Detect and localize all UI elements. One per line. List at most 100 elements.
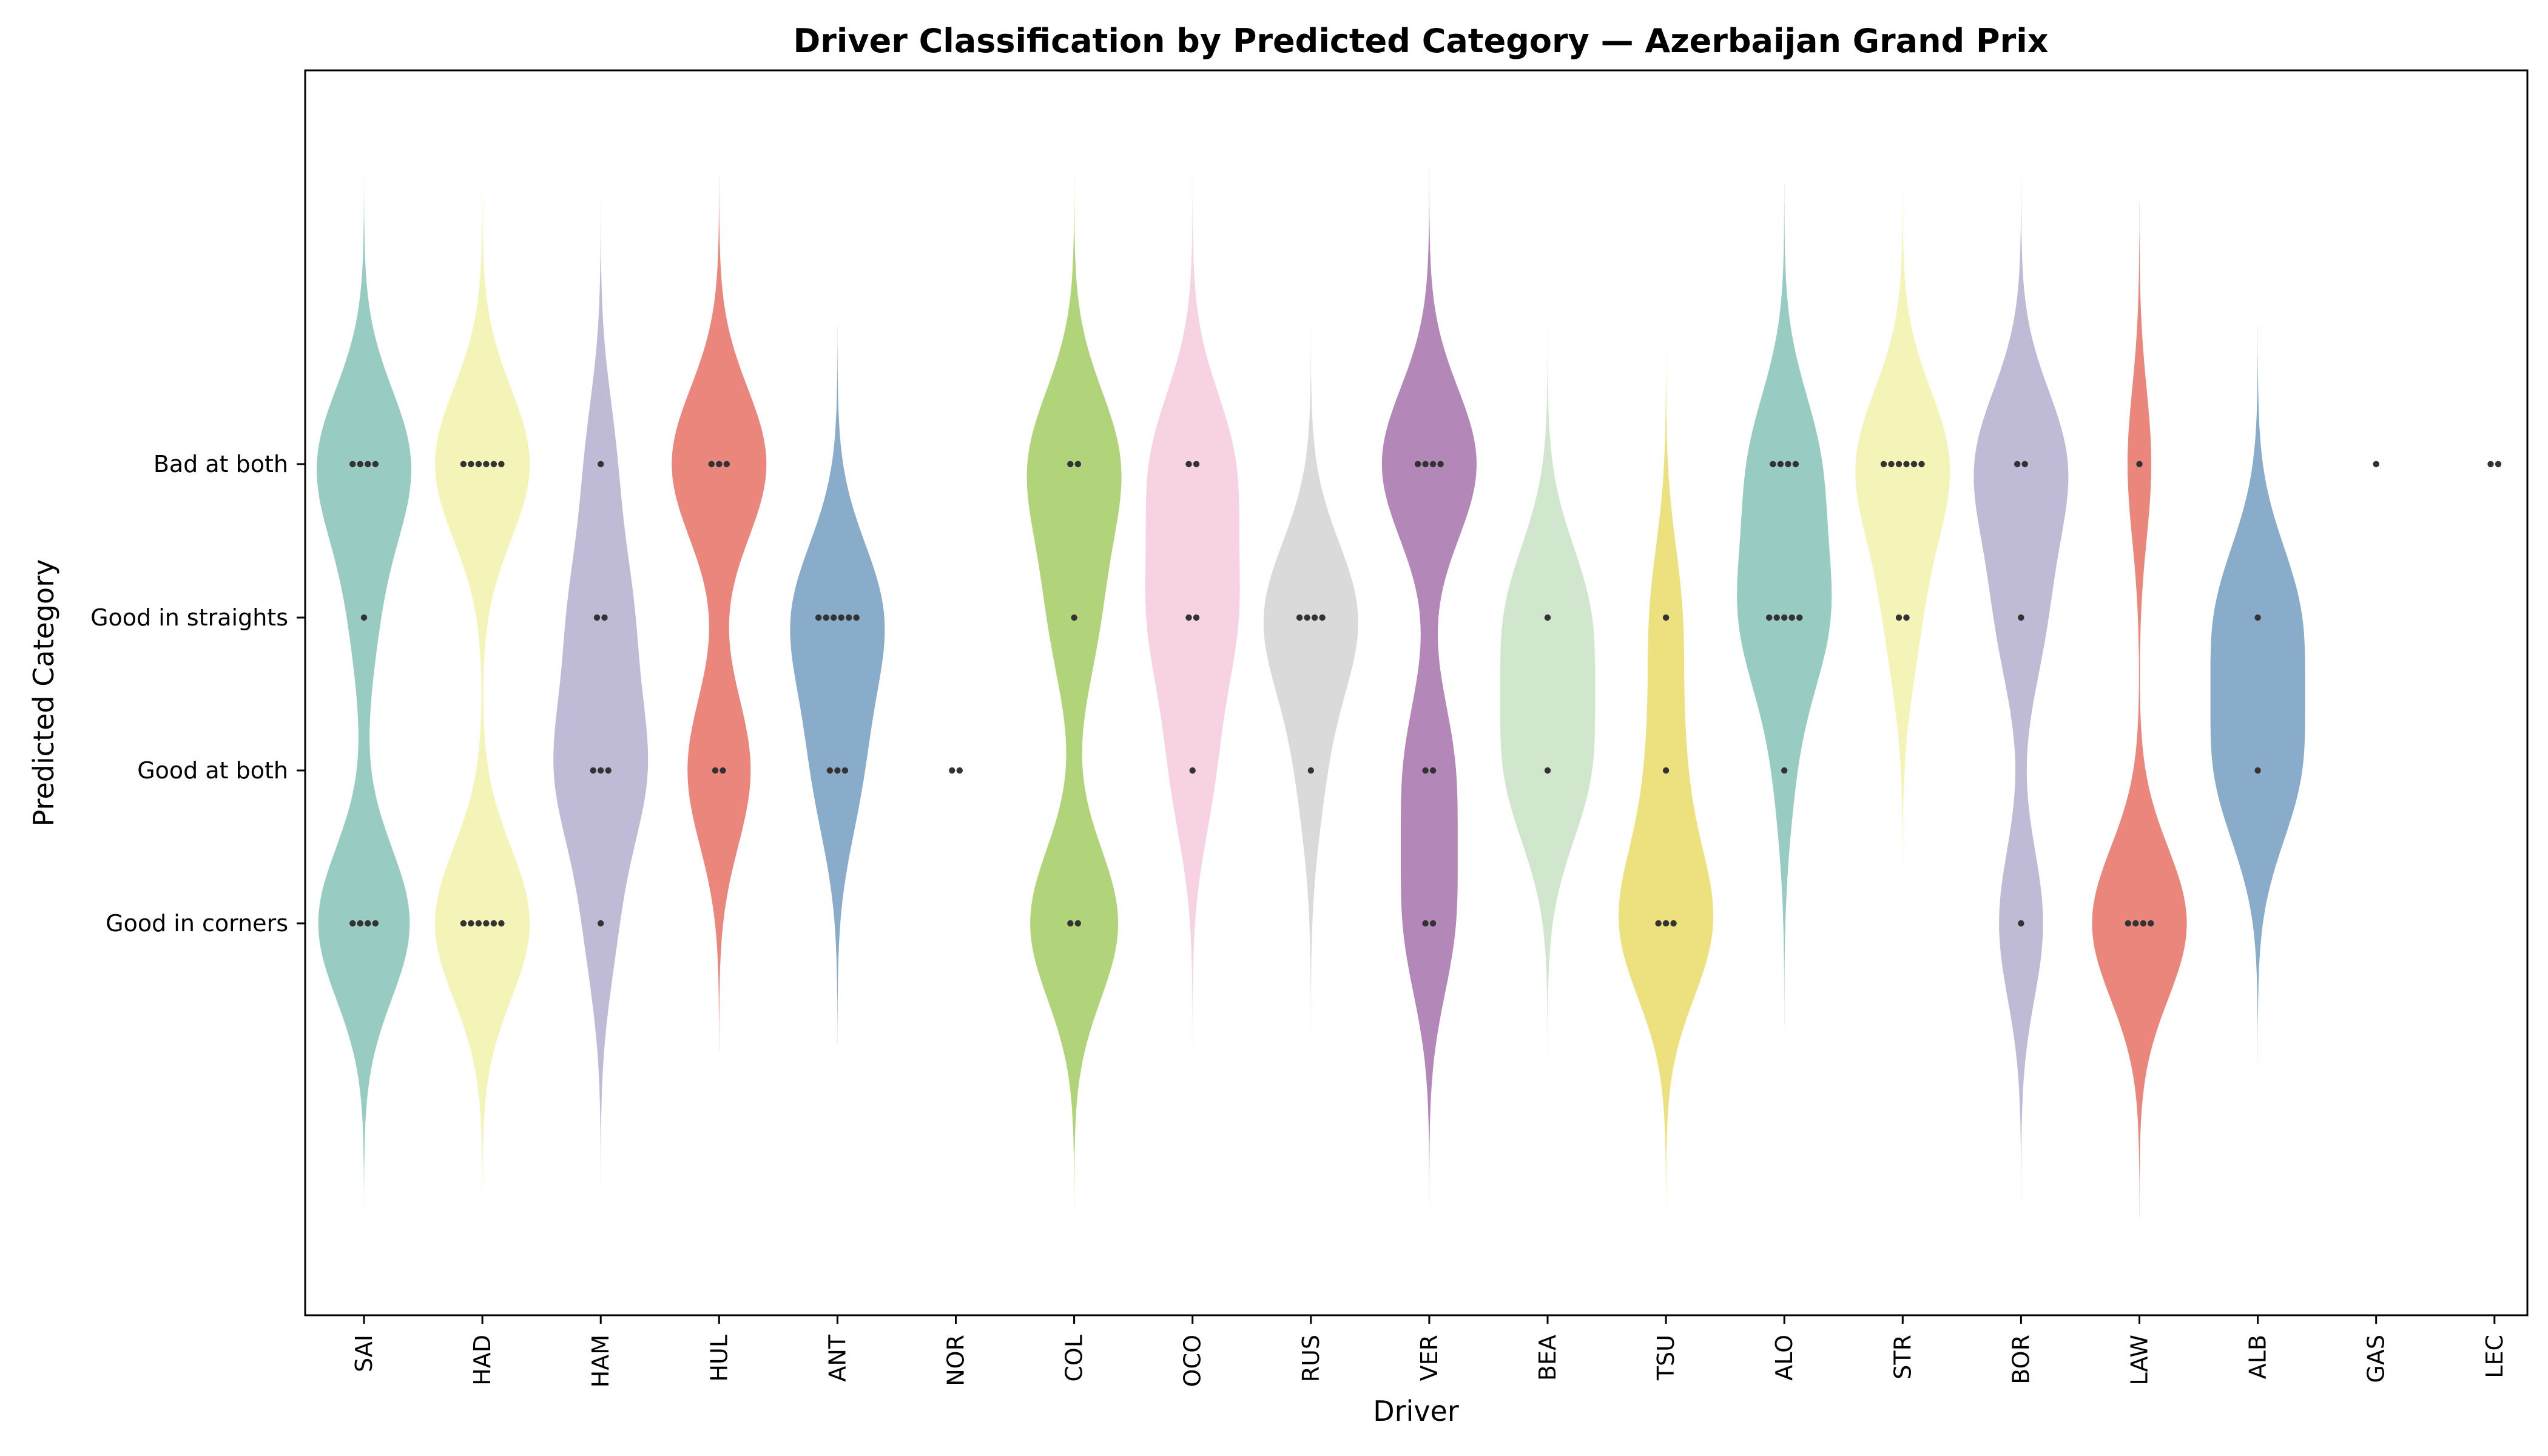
point-ant-good-in-straights: [838, 614, 844, 621]
point-ham-good-at-both: [605, 767, 612, 774]
point-had-good-in-corners: [475, 920, 482, 927]
point-alo-good-in-straights: [1781, 614, 1788, 621]
point-ham-good-at-both: [598, 767, 604, 774]
point-col-good-in-corners: [1074, 920, 1082, 927]
x-tick-label-ver: VER: [1416, 1335, 1443, 1381]
point-alb-good-at-both: [2254, 767, 2261, 774]
violin-ham: [553, 166, 649, 1221]
point-sai-bad-at-both: [349, 460, 356, 468]
point-ant-good-in-straights: [823, 614, 829, 621]
point-oco-bad-at-both: [1193, 460, 1200, 468]
point-sai-bad-at-both: [357, 460, 363, 468]
point-ham-bad-at-both: [598, 460, 604, 468]
y-tick-label-bad-at-both: Bad at both: [153, 451, 288, 477]
point-bor-bad-at-both: [2014, 460, 2021, 468]
point-alo-bad-at-both: [1770, 460, 1776, 468]
point-had-good-in-corners: [498, 920, 505, 927]
point-alo-good-in-straights: [1766, 614, 1773, 621]
point-law-good-in-corners: [2125, 920, 2131, 927]
point-alo-bad-at-both: [1785, 460, 1791, 468]
point-tsu-good-in-corners: [1670, 920, 1677, 927]
point-lec-bad-at-both: [2495, 460, 2502, 468]
point-col-bad-at-both: [1074, 460, 1082, 468]
point-str-good-in-straights: [1903, 614, 1910, 621]
x-tick-label-gas: GAS: [2363, 1335, 2390, 1383]
point-had-bad-at-both: [460, 460, 467, 468]
point-oco-good-at-both: [1189, 767, 1196, 774]
violin-rus: [1263, 319, 1358, 1068]
point-ver-good-at-both: [1429, 767, 1437, 774]
point-alo-good-in-straights: [1773, 614, 1780, 621]
point-had-bad-at-both: [490, 460, 497, 468]
point-had-good-in-corners: [490, 920, 497, 927]
x-tick-label-bea: BEA: [1534, 1335, 1561, 1381]
point-str-bad-at-both: [1903, 460, 1910, 468]
point-nor-good-at-both: [949, 767, 956, 774]
violin-ver: [1381, 166, 1477, 1221]
x-tick-label-nor: NOR: [943, 1335, 969, 1386]
point-alo-bad-at-both: [1777, 460, 1784, 468]
point-bor-good-in-corners: [2018, 920, 2024, 927]
point-oco-good-in-straights: [1193, 614, 1200, 621]
point-ver-bad-at-both: [1429, 460, 1437, 468]
violin-alb: [2210, 319, 2305, 1068]
point-rus-good-in-straights: [1304, 614, 1310, 621]
point-ant-good-at-both: [841, 767, 849, 774]
point-str-bad-at-both: [1888, 460, 1895, 468]
point-law-good-in-corners: [2148, 920, 2154, 927]
point-tsu-good-in-corners: [1662, 920, 1670, 927]
y-tick-label-good-in-corners: Good in corners: [106, 910, 288, 937]
x-axis-label: Driver: [1373, 1395, 1459, 1427]
point-sai-good-in-corners: [365, 920, 371, 927]
point-ham-good-in-straights: [593, 614, 601, 621]
point-hul-bad-at-both: [723, 460, 730, 468]
violin-bor: [1973, 166, 2069, 1221]
violin-law: [2092, 166, 2187, 1221]
y-axis-label: Predicted Category: [27, 559, 60, 827]
point-ham-good-in-corners: [598, 920, 604, 927]
x-tick-label-rus: RUS: [1298, 1335, 1324, 1382]
point-bor-bad-at-both: [2021, 460, 2028, 468]
point-had-bad-at-both: [468, 460, 474, 468]
point-ant-good-in-straights: [853, 614, 860, 621]
x-tick-label-ant: ANT: [824, 1334, 851, 1381]
point-ham-good-at-both: [590, 767, 596, 774]
point-oco-bad-at-both: [1185, 460, 1192, 468]
point-rus-good-at-both: [1307, 767, 1314, 774]
point-ham-good-in-straights: [601, 614, 608, 621]
point-lec-bad-at-both: [2487, 460, 2494, 468]
point-sai-bad-at-both: [365, 460, 371, 468]
y-tick-label-good-in-straights: Good in straights: [90, 604, 288, 631]
point-str-bad-at-both: [1895, 460, 1903, 468]
x-tick-label-sai: SAI: [351, 1335, 377, 1372]
point-alo-good-in-straights: [1788, 614, 1795, 621]
point-ant-good-in-straights: [846, 614, 852, 621]
point-hul-good-at-both: [712, 767, 719, 774]
point-sai-good-in-straights: [360, 614, 368, 621]
point-gas-bad-at-both: [2373, 460, 2379, 468]
point-alo-bad-at-both: [1792, 460, 1799, 468]
point-had-bad-at-both: [498, 460, 505, 468]
point-sai-good-in-corners: [349, 920, 356, 927]
violin-col: [1026, 166, 1122, 1221]
x-tick-label-tsu: TSU: [1653, 1335, 1679, 1381]
violin-ant: [790, 319, 885, 1068]
x-tick-label-had: HAD: [469, 1335, 496, 1386]
x-tick-label-col: COL: [1061, 1335, 1088, 1382]
point-sai-bad-at-both: [372, 460, 379, 468]
point-had-good-in-corners: [460, 920, 467, 927]
point-alo-good-at-both: [1781, 767, 1788, 774]
point-tsu-good-in-corners: [1655, 920, 1662, 927]
point-law-good-in-corners: [2140, 920, 2146, 927]
plot-frame: [304, 69, 2529, 1316]
point-ver-good-in-corners: [1422, 920, 1429, 927]
violin-oco: [1145, 166, 1240, 1068]
x-tick-label-hul: HUL: [706, 1335, 732, 1382]
point-rus-good-in-straights: [1319, 614, 1326, 621]
point-had-bad-at-both: [475, 460, 482, 468]
point-str-good-in-straights: [1895, 614, 1903, 621]
violin-layer: [317, 166, 2305, 1221]
point-ver-bad-at-both: [1437, 460, 1444, 468]
x-tick-label-ham: HAM: [587, 1335, 614, 1387]
point-hul-good-at-both: [720, 767, 726, 774]
